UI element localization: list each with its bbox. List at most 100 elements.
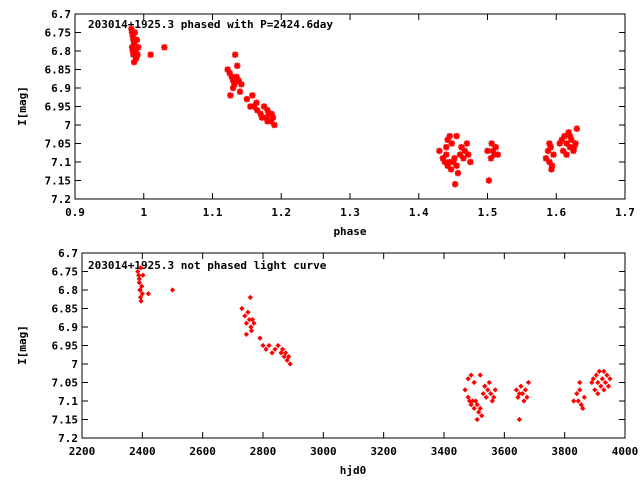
data-point bbox=[525, 379, 532, 386]
data-point bbox=[147, 51, 154, 58]
data-point bbox=[601, 368, 607, 375]
data-point bbox=[550, 151, 557, 158]
axis-ticks: 0.9 1 1.1 1.2 1.3 1.4 1.5 1.6 1.7 6.7 6.75 6.8 6.85 6… bbox=[45, 8, 635, 219]
data-point bbox=[249, 92, 256, 99]
y-tick-label: 7.15 bbox=[45, 175, 72, 188]
data-point bbox=[595, 390, 601, 397]
data-point bbox=[248, 328, 255, 334]
data-point bbox=[447, 166, 455, 173]
unphased-light-curve-panel: 203014+1925.3 not phased light curve hjd… bbox=[16, 247, 638, 477]
data-point bbox=[263, 346, 269, 352]
x-tick-label: 1 bbox=[140, 206, 147, 219]
x-tick-label: 3600 bbox=[491, 445, 518, 458]
data-point bbox=[602, 379, 609, 386]
y-tick-label: 6.95 bbox=[45, 101, 72, 114]
data-point bbox=[492, 387, 498, 393]
axis-ticks: 2200 2400 2600 2800 3000 3200 3400 3600 3800 4000… bbox=[52, 247, 639, 458]
y-tick-label: 6.8 bbox=[58, 284, 78, 297]
data-point bbox=[453, 132, 460, 140]
data-point bbox=[161, 44, 168, 51]
chart-title: 203014+1925.3 phased with P=2424.6day bbox=[88, 18, 333, 31]
data-point bbox=[283, 350, 289, 356]
data-point bbox=[573, 125, 581, 132]
data-point bbox=[473, 398, 479, 404]
y-tick-label: 7.05 bbox=[52, 377, 79, 390]
data-point bbox=[266, 342, 272, 349]
data-point bbox=[604, 372, 610, 378]
x-tick-label: 2400 bbox=[129, 445, 156, 458]
data-point bbox=[135, 44, 142, 51]
data-point bbox=[548, 166, 555, 173]
data-point bbox=[471, 405, 477, 412]
plot-frame bbox=[81, 252, 626, 439]
y-tick-label: 6.8 bbox=[51, 45, 71, 58]
data-point bbox=[169, 287, 176, 293]
data-point bbox=[271, 121, 278, 129]
data-point bbox=[260, 103, 268, 110]
x-tick-label: 3200 bbox=[370, 445, 397, 458]
data-point bbox=[249, 316, 256, 323]
x-tick-label: 1.7 bbox=[615, 206, 635, 219]
data-point bbox=[566, 132, 574, 140]
data-point bbox=[260, 342, 266, 349]
y-tick-label: 7.15 bbox=[52, 414, 79, 427]
plot-frame bbox=[74, 13, 626, 200]
x-tick-label: 4000 bbox=[612, 445, 639, 458]
data-point bbox=[243, 95, 251, 103]
data-point bbox=[465, 151, 472, 158]
data-point bbox=[136, 272, 142, 278]
x-tick-label: 2800 bbox=[250, 445, 277, 458]
data-point bbox=[547, 144, 554, 151]
data-point bbox=[238, 81, 245, 88]
data-point bbox=[269, 350, 275, 356]
x-tick-label: 1.6 bbox=[546, 206, 566, 219]
y-tick-label: 6.75 bbox=[45, 27, 72, 40]
data-point bbox=[487, 155, 495, 162]
data-point bbox=[234, 62, 241, 69]
data-point bbox=[519, 390, 526, 397]
data-point bbox=[278, 350, 284, 356]
data-point bbox=[451, 155, 458, 162]
data-point bbox=[598, 383, 604, 389]
y-tick-label: 7.1 bbox=[51, 156, 71, 169]
data-point bbox=[577, 387, 583, 393]
data-point bbox=[229, 84, 237, 92]
data-point bbox=[279, 346, 286, 352]
x-axis-label: hjd0 bbox=[340, 464, 367, 477]
data-point bbox=[465, 376, 471, 382]
data-point bbox=[243, 331, 250, 338]
data-point bbox=[451, 181, 459, 188]
data-point bbox=[136, 276, 142, 282]
data-point bbox=[601, 387, 607, 393]
data-point bbox=[247, 294, 253, 301]
data-point bbox=[436, 147, 443, 155]
data-point bbox=[468, 372, 474, 378]
data-point bbox=[460, 155, 467, 162]
x-tick-label: 1.4 bbox=[409, 206, 429, 219]
data-point bbox=[443, 151, 450, 158]
data-point bbox=[243, 320, 250, 326]
data-points bbox=[135, 265, 613, 423]
data-point bbox=[134, 51, 141, 58]
x-tick-label: 0.9 bbox=[65, 206, 85, 219]
data-point bbox=[486, 379, 492, 386]
data-point bbox=[257, 335, 263, 341]
data-point bbox=[524, 394, 530, 400]
y-tick-label: 6.9 bbox=[51, 82, 71, 95]
x-tick-label: 1.2 bbox=[271, 206, 291, 219]
data-point bbox=[242, 313, 248, 319]
chart-title: 203014+1925.3 not phased light curve bbox=[88, 259, 327, 272]
data-point bbox=[489, 398, 495, 404]
y-tick-label: 7 bbox=[64, 119, 71, 132]
y-tick-label: 7.1 bbox=[58, 395, 78, 408]
data-point bbox=[253, 99, 260, 106]
data-point bbox=[133, 36, 141, 44]
data-point bbox=[580, 405, 586, 412]
x-tick-label: 3400 bbox=[431, 445, 458, 458]
data-point bbox=[599, 376, 605, 382]
data-point bbox=[590, 376, 596, 382]
data-point bbox=[468, 402, 474, 408]
data-point bbox=[140, 272, 146, 278]
y-tick-label: 7 bbox=[71, 358, 78, 371]
x-tick-label: 1.3 bbox=[340, 206, 360, 219]
